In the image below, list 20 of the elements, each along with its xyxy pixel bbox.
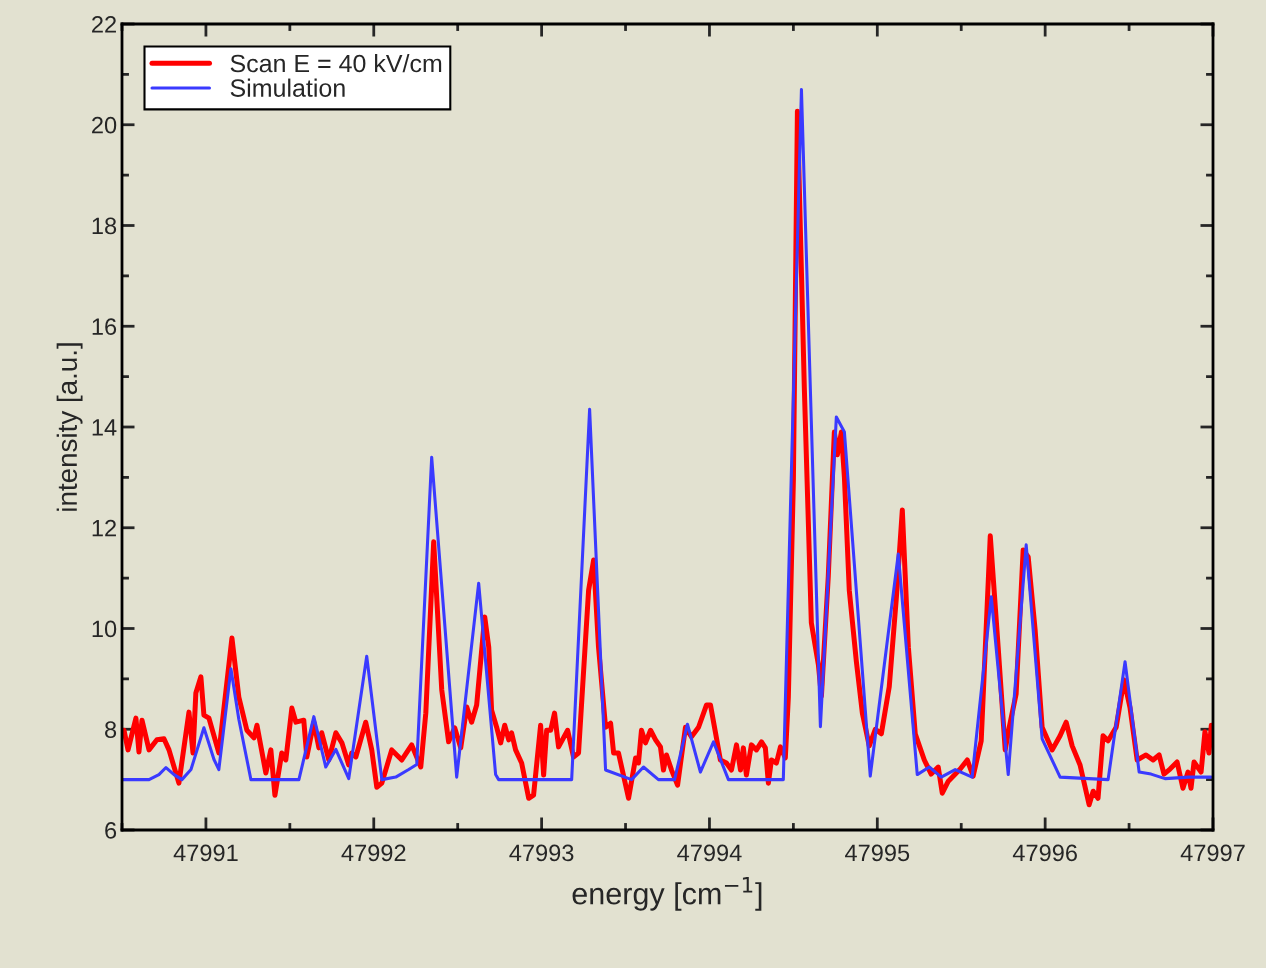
y-tick-label: 20 (92, 116, 117, 134)
x-tick-label: 47992 (341, 844, 406, 862)
y-tick-label: 12 (92, 519, 116, 537)
y-tick-label: 8 (105, 721, 117, 739)
x-tick-label: 47996 (1012, 844, 1077, 862)
y-tick-label: 16 (92, 318, 117, 336)
y-tick-label: 6 (105, 822, 117, 839)
y-tick-label: 22 (92, 16, 116, 33)
y-tick-label: 14 (92, 419, 117, 436)
x-tick-label: 47994 (677, 844, 742, 862)
y-tick-label: 18 (92, 217, 117, 235)
legend-label: Simulation (230, 78, 345, 97)
x-tick-label: 47991 (173, 844, 238, 862)
x-tick-label: 47995 (845, 844, 910, 862)
x-tick-label: 47993 (509, 844, 574, 862)
y-axis-title: intensity [a.u.] (56, 343, 83, 511)
x-axis-title: energy [cm$^{−1}$] (572, 877, 762, 911)
y-tick-label: 10 (92, 620, 117, 638)
legend-label: Scan E = 40 kV/cm (230, 54, 442, 73)
x-tick-label: 47997 (1180, 844, 1245, 862)
